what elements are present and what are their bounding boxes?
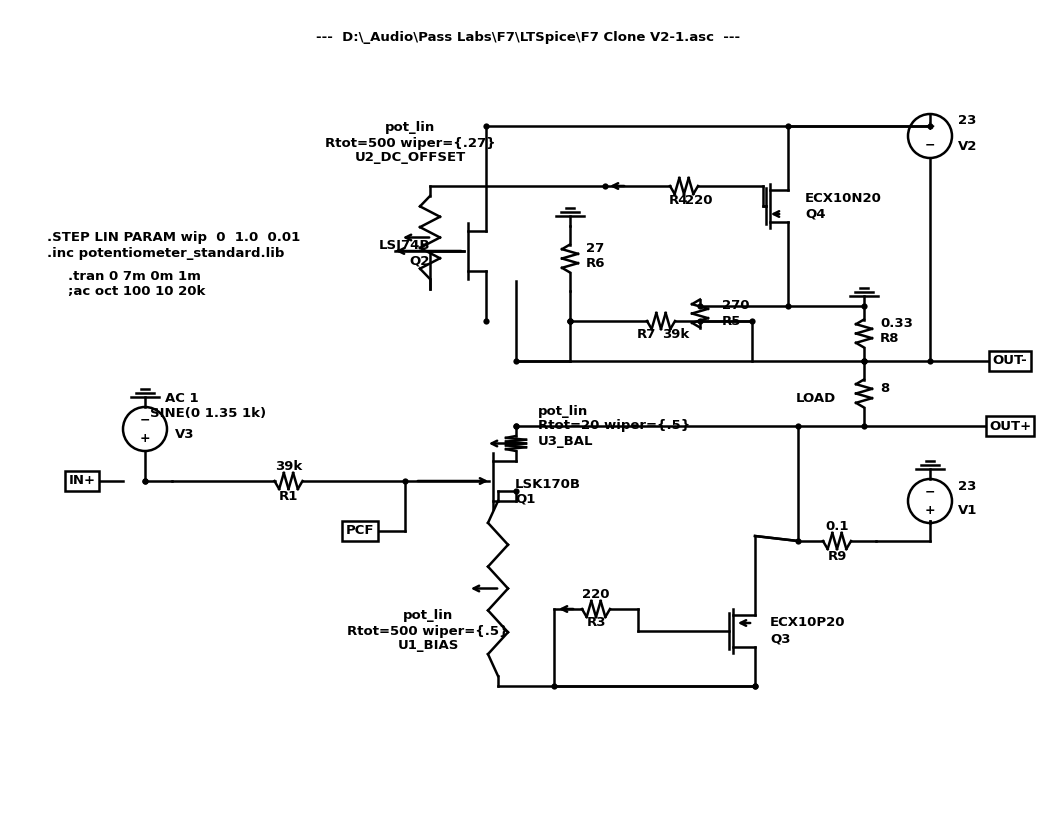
Text: −: − [925, 486, 936, 499]
Text: 23: 23 [958, 114, 977, 127]
Text: Q4: Q4 [805, 207, 826, 220]
Text: V1: V1 [958, 504, 978, 517]
Text: +: + [139, 432, 150, 445]
Text: Rtot=20 wiper={.5}: Rtot=20 wiper={.5} [538, 419, 691, 432]
Text: ECX10P20: ECX10P20 [770, 617, 846, 629]
Text: V3: V3 [175, 428, 194, 441]
Text: ECX10N20: ECX10N20 [805, 193, 882, 206]
Text: 220: 220 [582, 588, 609, 601]
Text: −: − [139, 414, 150, 427]
Text: 39k: 39k [662, 329, 690, 342]
Text: U2_DC_OFFSET: U2_DC_OFFSET [355, 152, 466, 165]
Text: LSK170B: LSK170B [515, 478, 581, 491]
Text: R6: R6 [586, 257, 605, 270]
Text: 8: 8 [880, 382, 889, 395]
Text: Q3: Q3 [770, 632, 791, 645]
Text: LOAD: LOAD [796, 392, 836, 405]
Text: LSJ74B: LSJ74B [378, 240, 430, 252]
Text: 39k: 39k [275, 460, 302, 473]
Text: 23: 23 [958, 480, 977, 493]
Text: SINE(0 1.35 1k): SINE(0 1.35 1k) [150, 407, 266, 420]
Text: .inc potentiometer_standard.lib: .inc potentiometer_standard.lib [48, 247, 284, 260]
Text: R8: R8 [880, 332, 900, 345]
Text: 270: 270 [722, 299, 750, 312]
Text: pot_lin: pot_lin [403, 610, 453, 623]
Text: Rtot=500 wiper={.27}: Rtot=500 wiper={.27} [324, 136, 495, 149]
Text: R1: R1 [279, 490, 298, 503]
Text: +: + [925, 121, 936, 134]
Text: 0.33: 0.33 [880, 317, 912, 330]
Text: Q1: Q1 [515, 493, 535, 505]
Text: R3: R3 [586, 617, 606, 629]
Text: ;ac oct 100 10 20k: ;ac oct 100 10 20k [68, 286, 205, 299]
Text: R7: R7 [637, 329, 656, 342]
Text: 0.1: 0.1 [825, 520, 849, 533]
Text: +: + [925, 503, 936, 517]
Text: IN+: IN+ [69, 474, 95, 487]
Text: Q2: Q2 [410, 255, 430, 268]
Text: Rtot=500 wiper={.5}: Rtot=500 wiper={.5} [347, 624, 509, 637]
Text: R9: R9 [827, 549, 847, 562]
Text: ---  D:\_Audio\Pass Labs\F7\LTSpice\F7 Clone V2-1.asc  ---: --- D:\_Audio\Pass Labs\F7\LTSpice\F7 Cl… [316, 32, 740, 45]
Text: .tran 0 7m 0m 1m: .tran 0 7m 0m 1m [68, 269, 201, 282]
Text: AC 1: AC 1 [165, 392, 199, 405]
Text: OUT-: OUT- [993, 354, 1027, 367]
Text: OUT+: OUT+ [988, 419, 1031, 432]
Text: R4: R4 [670, 193, 689, 206]
Text: .STEP LIN PARAM wip  0  1.0  0.01: .STEP LIN PARAM wip 0 1.0 0.01 [48, 232, 300, 245]
Text: U3_BAL: U3_BAL [538, 434, 593, 447]
Text: R5: R5 [722, 315, 741, 328]
Text: PCF: PCF [345, 525, 374, 538]
Text: pot_lin: pot_lin [538, 405, 588, 418]
Text: 220: 220 [685, 193, 713, 206]
Text: U1_BIAS: U1_BIAS [397, 640, 458, 653]
Text: pot_lin: pot_lin [384, 122, 435, 135]
Text: V2: V2 [958, 140, 978, 153]
Text: 27: 27 [586, 242, 604, 255]
Text: −: − [925, 139, 936, 152]
